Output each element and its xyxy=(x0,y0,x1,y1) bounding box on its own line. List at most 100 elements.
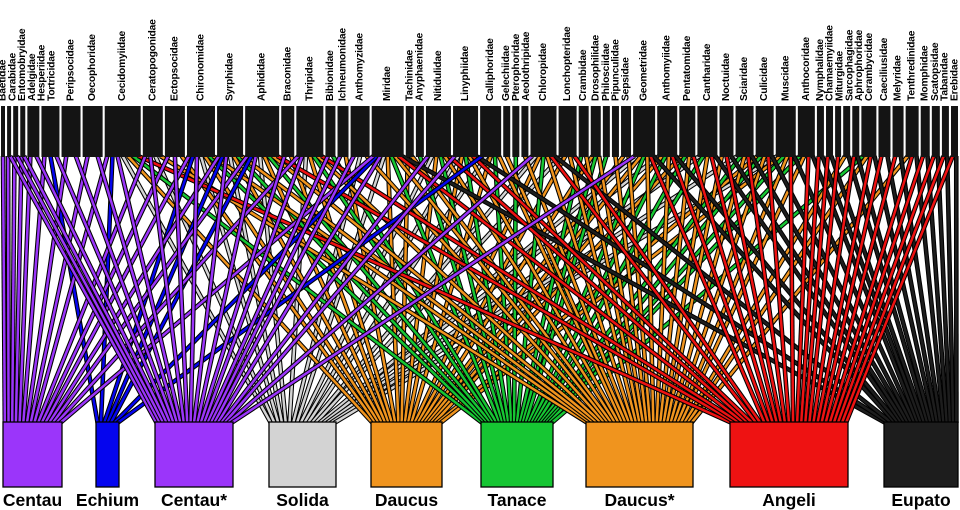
link-Daucus* xyxy=(365,155,606,424)
top-label-carabidae: Carabidae xyxy=(7,53,18,101)
plant-label-centau: Centau xyxy=(3,490,62,510)
link-Daucus* xyxy=(393,155,610,424)
link-Centau* xyxy=(173,155,189,424)
top-bar-cecidomyiidae xyxy=(104,106,141,157)
link-Angeli xyxy=(836,155,935,424)
link-Daucus* xyxy=(240,155,596,424)
plant-label-daucus: Daucus xyxy=(375,490,438,510)
top-bar-nymphalidae xyxy=(816,106,824,157)
link-Eupato xyxy=(926,155,948,424)
link-Daucus* xyxy=(546,155,634,424)
link-Centau* xyxy=(189,155,199,424)
top-label-melyridae: Melyridae xyxy=(893,55,904,101)
top-bar-drosophilidae xyxy=(590,106,601,157)
plant-label-daucus-star: Daucus* xyxy=(604,490,674,510)
top-bar-aphididae xyxy=(245,106,280,157)
link-Angeli xyxy=(812,155,856,424)
link-Tanace xyxy=(439,155,507,424)
top-bar-miturgidae xyxy=(835,106,842,157)
top-label-anyphaenidae: Anyphaenidae xyxy=(414,33,425,101)
top-label-chamaemyiidae: Chamaemyiidae xyxy=(825,25,836,101)
top-label-pterophoridae: Pterophoridae xyxy=(511,33,522,101)
top-label-miridae: Miridae xyxy=(382,66,393,101)
top-bar-ectopsocidae xyxy=(164,106,185,157)
top-label-sepsidae: Sepsidae xyxy=(621,57,632,101)
link-Centau* xyxy=(203,155,304,424)
link-Centau* xyxy=(15,155,162,424)
link-Angeli xyxy=(799,155,820,424)
link-Tanace xyxy=(390,155,501,424)
top-bar-geometridae xyxy=(633,106,656,157)
top-bar-tenthredinidae xyxy=(905,106,919,157)
link-Angeli xyxy=(832,155,925,424)
link-Angeli xyxy=(725,155,783,424)
top-bar-oecophoridae xyxy=(82,106,103,157)
plant-label-angeli: Angeli xyxy=(762,490,815,510)
top-bar-philosciidae xyxy=(602,106,610,157)
top-bar-linyphiidae xyxy=(453,106,479,157)
top-bar-tortricidae xyxy=(41,106,60,157)
link-Centau xyxy=(14,155,23,424)
link-Angeli xyxy=(767,155,791,424)
plant-label-echium: Echium xyxy=(76,490,139,510)
top-label-momphidae: Momphidae xyxy=(920,45,931,101)
link-Daucus* xyxy=(568,155,638,424)
top-bar-caeciliusidae xyxy=(878,106,891,157)
top-bar-momphidae xyxy=(920,106,930,157)
link-Angeli xyxy=(471,155,754,424)
top-bar-chamaemyiidae xyxy=(826,106,834,157)
link-Centau xyxy=(55,155,300,424)
top-label-adelgidae: Adelgidae xyxy=(27,53,38,101)
top-label-entomobryidae: Entomobryidae xyxy=(17,28,28,101)
link-Eupato xyxy=(945,155,955,424)
link-Angeli xyxy=(795,155,810,424)
top-label-ichneumonidae: Ichneumonidae xyxy=(338,28,349,101)
top-bar-nitidulidae xyxy=(425,106,451,157)
top-bar-tabanidae xyxy=(941,106,949,157)
top-label-nitidulidae: Nitidulidae xyxy=(433,50,444,101)
top-label-bibionidae: Bibionidae xyxy=(325,50,336,101)
top-bar-thripidae xyxy=(296,106,324,157)
top-bar-baetidae xyxy=(1,106,5,157)
link-Daucus* xyxy=(468,155,620,424)
link-Tanace xyxy=(527,155,646,424)
top-bar-adelgidae xyxy=(20,106,26,157)
link-Centau xyxy=(44,155,191,424)
link-Centau xyxy=(48,155,220,424)
top-bar-crambidae xyxy=(578,106,589,157)
top-label-noctuidae: Noctuidae xyxy=(721,53,732,101)
link-Angeli xyxy=(549,155,758,424)
top-bar-chloropidae xyxy=(530,106,557,157)
top-bar-pterophoridae xyxy=(512,106,520,157)
top-label-chironomidae: Chironomidae xyxy=(195,34,206,101)
top-label-lonchopteridae: Lonchopteridae xyxy=(562,26,573,101)
plant-box-eupato xyxy=(883,421,959,488)
top-bar-muscidae xyxy=(775,106,796,157)
link-Angeli xyxy=(804,155,830,424)
top-label-aphrophoridae: Aphrophoridae xyxy=(854,29,865,101)
link-Centau xyxy=(29,155,89,424)
top-bar-cantharidae xyxy=(697,106,718,157)
link-Angeli xyxy=(573,155,762,424)
plant-box-daucus xyxy=(370,421,443,488)
top-bar-braconidae xyxy=(281,106,295,157)
link-Centau xyxy=(40,155,170,424)
top-bar-sarcophagidae xyxy=(843,106,851,157)
top-bar-carabidae xyxy=(7,106,12,157)
plant-box-echium xyxy=(95,421,120,488)
link-Daucus* xyxy=(658,155,691,424)
link-Daucus* xyxy=(505,155,627,424)
top-label-ectopsocidae: Ectopsocidae xyxy=(169,36,180,101)
plant-box-angeli xyxy=(729,421,849,488)
top-label-chloropidae: Chloropidae xyxy=(538,43,549,101)
top-label-syrphidae: Syrphidae xyxy=(225,53,236,101)
plant-label-eupato: Eupato xyxy=(891,490,950,510)
link-Angeli xyxy=(789,155,795,424)
link-Centau* xyxy=(227,155,534,424)
top-bar-entomobryidae xyxy=(13,106,19,157)
top-label-pentatomidae: Pentatomidae xyxy=(682,35,693,101)
top-label-braconidae: Braconidae xyxy=(282,46,293,101)
top-bar-noctuidae xyxy=(719,106,734,157)
link-Daucus xyxy=(126,155,374,424)
